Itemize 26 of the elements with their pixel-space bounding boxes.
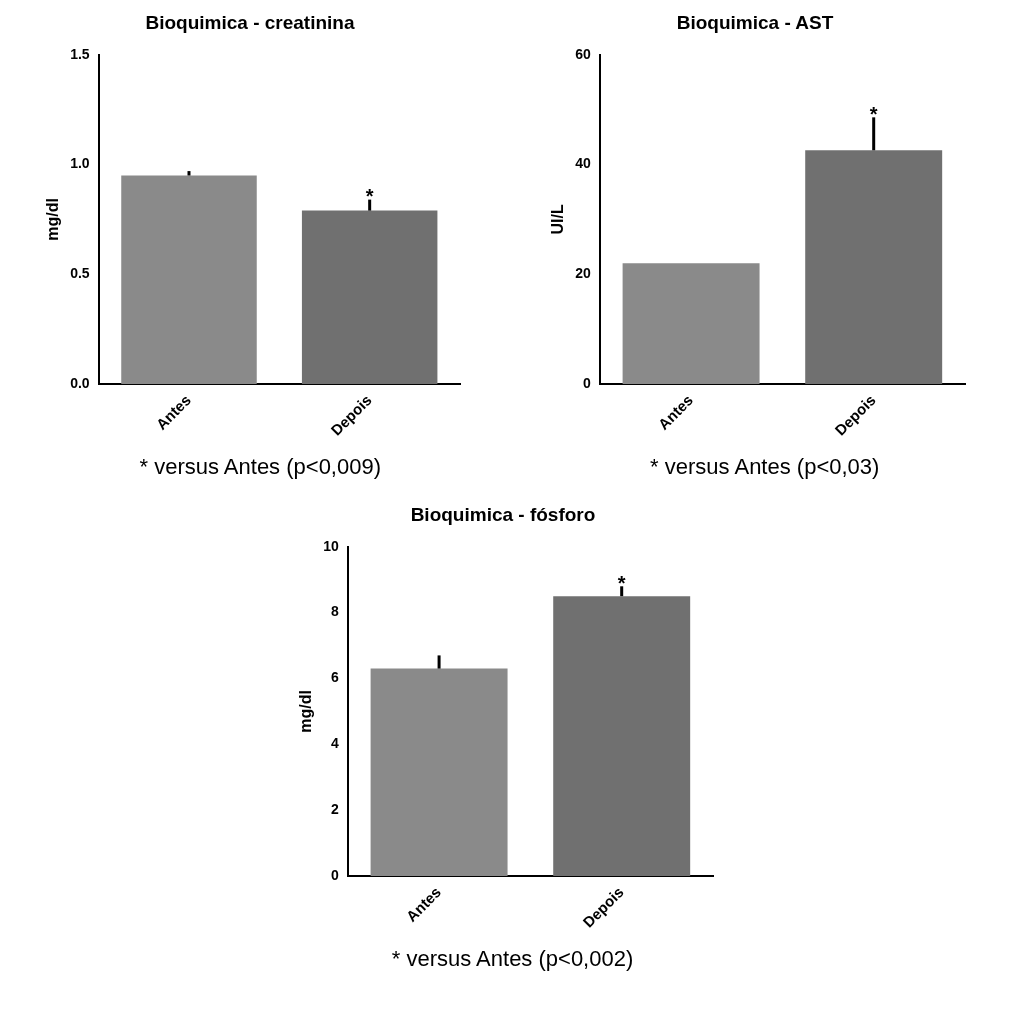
- y-tick-label: 2: [330, 800, 339, 817]
- annotation: *: [366, 185, 375, 208]
- y-tick-label: 8: [330, 603, 339, 620]
- y-tick-label: 1.5: [70, 45, 91, 62]
- chart-title: Bioquimica - creatinina: [145, 11, 356, 33]
- y-tick-label: 0: [582, 374, 591, 391]
- y-tick-label: 0.0: [70, 374, 91, 391]
- chart-title: Bioquimica - AST: [676, 11, 834, 33]
- y-tick-label: 20: [574, 265, 591, 282]
- annotation: *: [617, 571, 626, 594]
- y-tick-label: 40: [574, 155, 591, 172]
- y-tick-label: 4: [330, 735, 339, 752]
- y-axis-title: mg/dl: [296, 690, 314, 733]
- text: * versus Antes (p<0,009): [139, 454, 382, 480]
- text: * versus Antes (p<0,002): [391, 946, 634, 972]
- y-tick-label: 6: [330, 669, 339, 686]
- y-axis-title: mg/dl: [44, 198, 62, 241]
- y-axis-title: UI/L: [548, 204, 566, 235]
- y-tick-label: 60: [574, 45, 591, 62]
- chart-title: Bioquimica - fósforo: [410, 503, 595, 525]
- y-tick-label: 10: [322, 537, 339, 554]
- annotation: *: [869, 102, 878, 125]
- y-tick-label: 0.5: [70, 265, 91, 282]
- text: * versus Antes (p<0,03): [650, 454, 880, 480]
- y-tick-label: 1.0: [70, 155, 91, 172]
- y-tick-label: 0: [330, 866, 339, 883]
